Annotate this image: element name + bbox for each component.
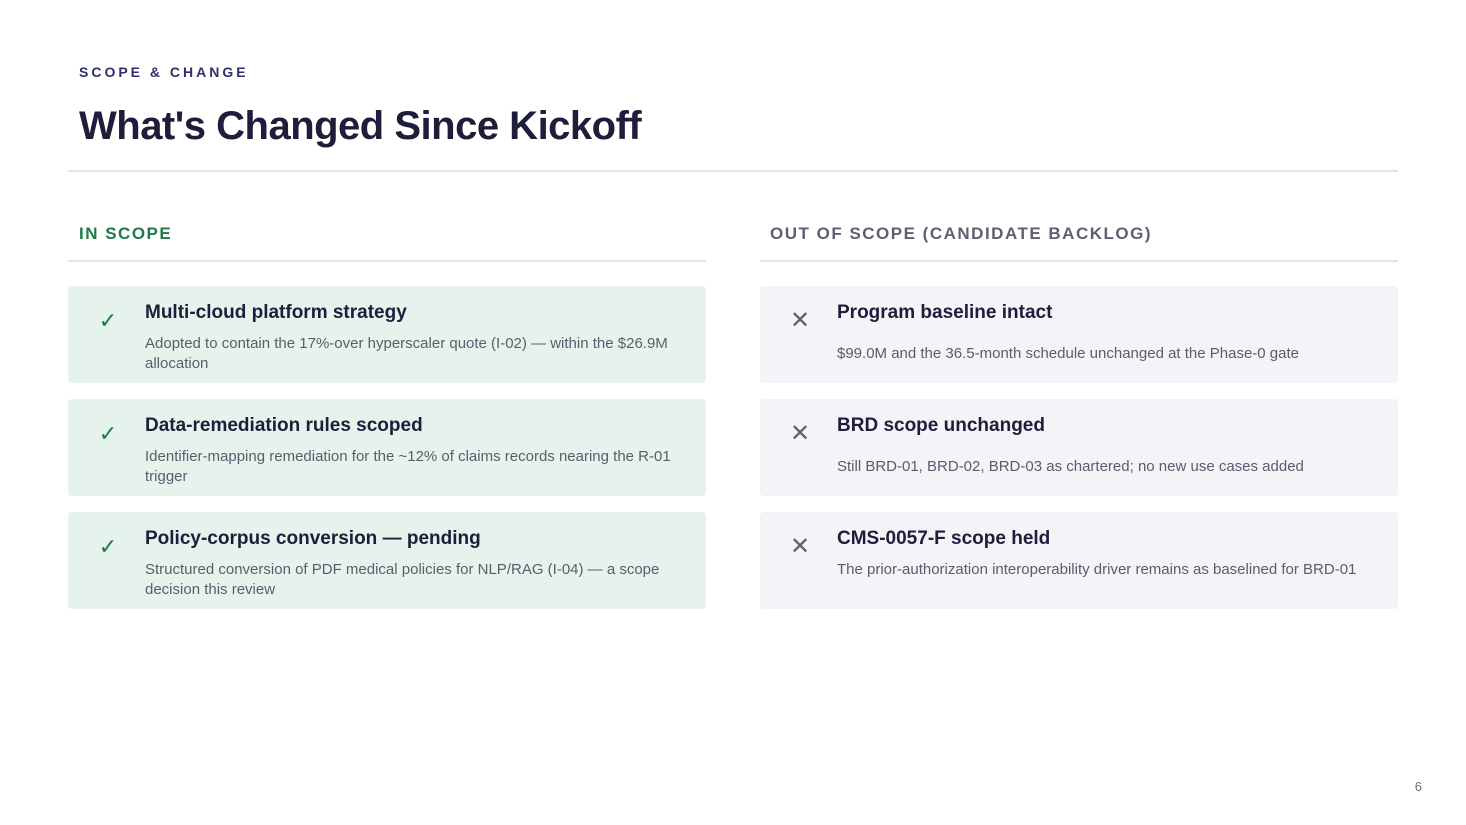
card-title: Policy-corpus conversion — pending [145,528,481,549]
in-scope-column: IN SCOPE ✓ Multi-cloud platform strategy… [68,220,706,625]
in-scope-card: ✓ Policy-corpus conversion — pending Str… [68,512,706,609]
card-description: Identifier-mapping remediation for the ~… [145,448,671,485]
card-description: Structured conversion of PDF medical pol… [145,561,660,598]
out-of-scope-column: OUT OF SCOPE (CANDIDATE BACKLOG) ✕ Progr… [760,220,1398,625]
card-title: Multi-cloud platform strategy [145,302,407,323]
title-divider [68,170,1398,172]
card-title: CMS-0057-F scope held [837,528,1051,549]
check-icon: ✓ [98,421,118,446]
page-title: What's Changed Since Kickoff [79,104,642,148]
cross-icon: ✕ [789,307,811,334]
cross-icon: ✕ [789,420,811,447]
page-number: 6 [1414,779,1422,794]
check-icon: ✓ [98,308,118,333]
section-eyebrow: SCOPE & CHANGE [79,64,249,80]
in-scope-heading: IN SCOPE [68,220,706,262]
out-of-scope-card: ✕ Program baseline intact $99.0M and the… [760,286,1398,383]
card-title: BRD scope unchanged [837,415,1045,436]
card-description: $99.0M and the 36.5-month schedule uncha… [837,345,1300,362]
out-of-scope-heading: OUT OF SCOPE (CANDIDATE BACKLOG) [760,220,1398,262]
check-icon: ✓ [98,534,118,559]
card-title: Data-remediation rules scoped [145,415,423,436]
card-description: Still BRD-01, BRD-02, BRD-03 as chartere… [837,458,1304,475]
in-scope-card: ✓ Data-remediation rules scoped Identifi… [68,399,706,496]
in-scope-card: ✓ Multi-cloud platform strategy Adopted … [68,286,706,383]
out-of-scope-card: ✕ BRD scope unchanged Still BRD-01, BRD-… [760,399,1398,496]
card-title: Program baseline intact [837,302,1053,323]
card-description: The prior-authorization interoperability… [837,561,1357,578]
cross-icon: ✕ [789,533,811,560]
card-description: Adopted to contain the 17%-over hypersca… [145,335,668,372]
out-of-scope-card: ✕ CMS-0057-F scope held The prior-author… [760,512,1398,609]
